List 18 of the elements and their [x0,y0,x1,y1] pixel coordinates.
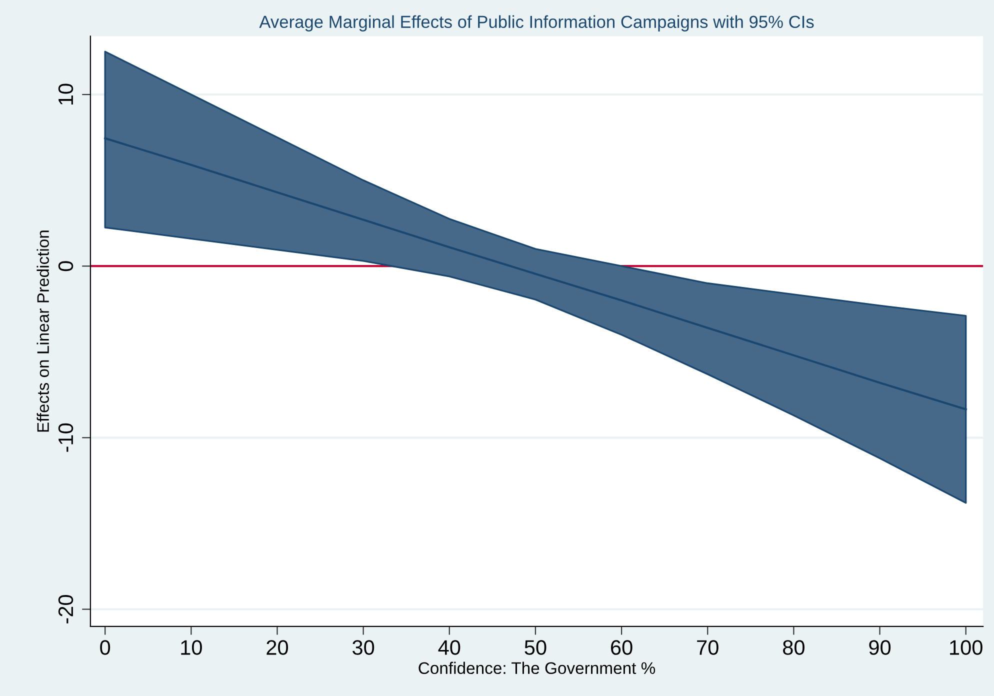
y-tick-label: 10 [58,84,74,105]
y-tick-label: -10 [58,423,74,452]
x-tick-label: 60 [611,640,632,655]
x-tick-label: 50 [524,640,546,655]
x-tick-label: 100 [950,640,982,655]
x-tick-label: 90 [869,640,891,655]
x-tick-label: 10 [181,640,202,655]
x-axis-title: Confidence: The Government % [418,662,656,674]
x-tick-label: 0 [100,640,110,655]
x-tick-label: 20 [266,640,288,655]
y-axis-title: Effects on Linear Prediction [36,230,49,432]
chart-title: Average Marginal Effects of Public Information Campaigns with 95% CIs [259,15,814,32]
x-tick-label: 30 [352,640,374,655]
x-tick-label: 70 [697,640,718,655]
y-tick-label: -20 [58,595,74,624]
y-tick-label: 0 [58,261,74,272]
x-tick-label: 80 [783,640,804,655]
x-tick-label: 40 [438,640,460,655]
